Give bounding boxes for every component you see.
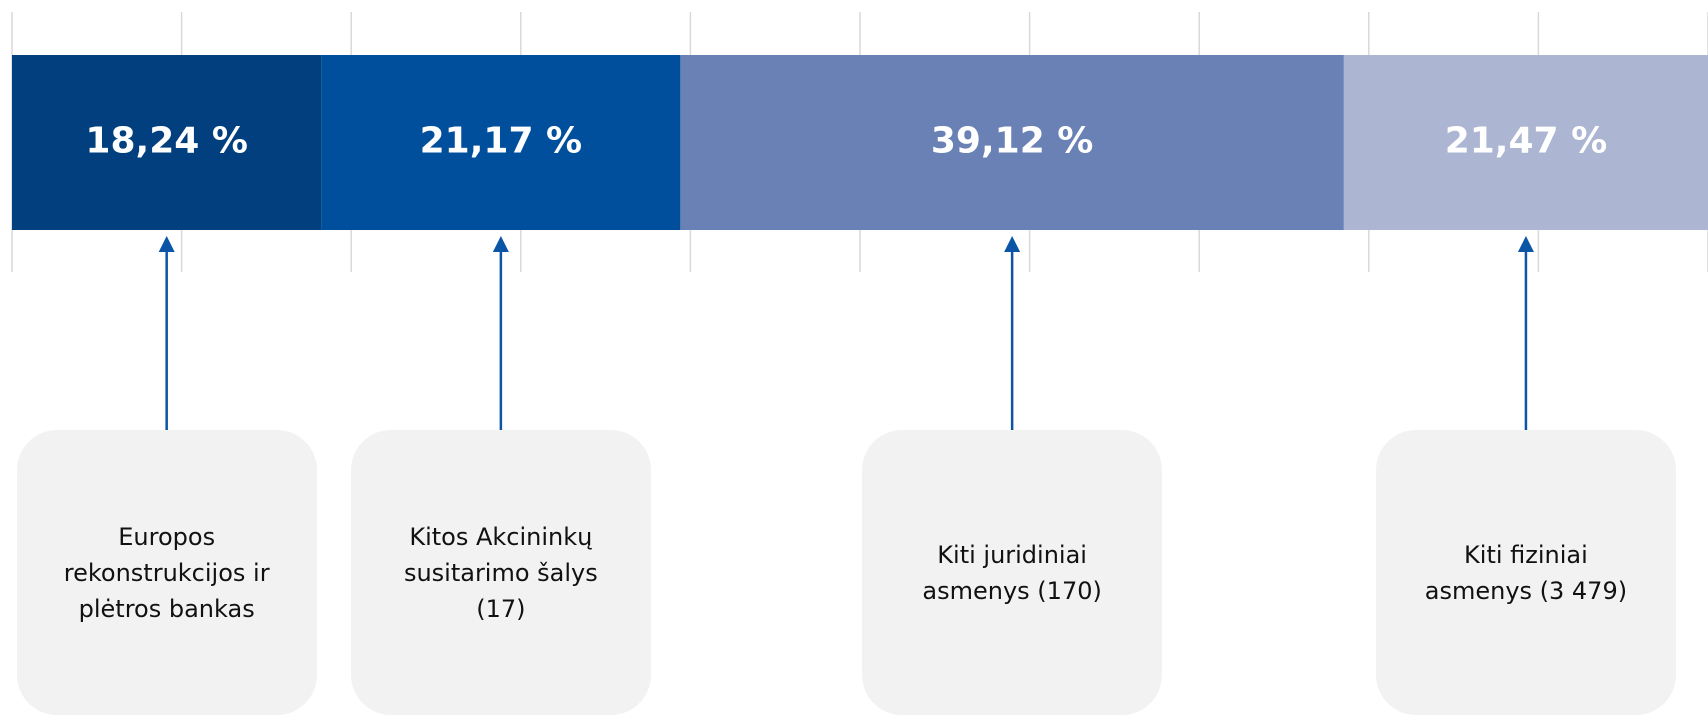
category-label: Kitos Akcininkų susitarimo šalys (17) (403, 522, 598, 623)
category-label: Kiti juridiniai asmenys (170) (922, 540, 1102, 605)
category-label: Europos rekonstrukcijos ir plėtros banka… (63, 522, 270, 623)
arrow-head (1004, 236, 1021, 252)
bar-segment (321, 55, 681, 230)
value-label: 18,24 % (85, 121, 247, 162)
label-box: Europos rekonstrukcijos ir plėtros banka… (16, 430, 317, 715)
bar-segment (12, 55, 322, 230)
bar-segment (1343, 55, 1708, 230)
value-label: 39,12 % (931, 121, 1093, 162)
bar-segment (680, 55, 1344, 230)
arrow-head (1517, 236, 1534, 252)
label-box: Kitos Akcininkų susitarimo šalys (17) (350, 430, 651, 715)
arrow-head (492, 236, 509, 252)
label-box: Kiti juridiniai asmenys (170) (862, 430, 1163, 715)
value-label: 21,17 % (420, 121, 582, 162)
arrow-head (158, 236, 175, 252)
category-label: Kiti fiziniai asmenys (3 479) (1424, 540, 1628, 605)
value-label: 21,47 % (1445, 121, 1607, 162)
label-box: Kiti fiziniai asmenys (3 479) (1375, 430, 1676, 715)
